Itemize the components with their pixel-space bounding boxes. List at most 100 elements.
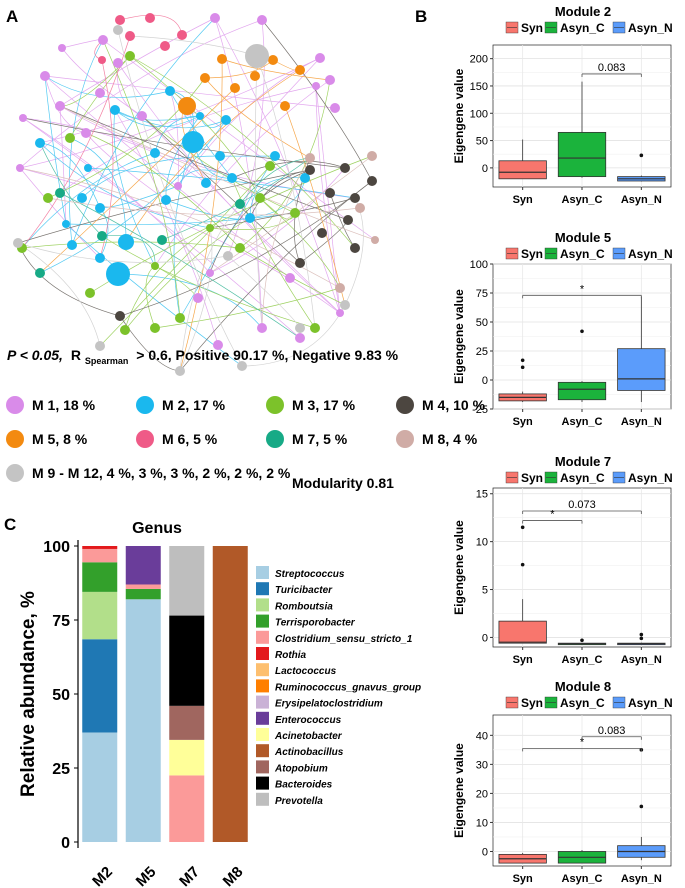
network-edge — [145, 265, 156, 329]
module5-outlier — [580, 329, 584, 334]
network-node — [305, 153, 315, 163]
module7-title: Module 7 — [555, 454, 611, 469]
network-node — [95, 253, 105, 263]
network-edge — [119, 180, 373, 317]
network-node — [55, 101, 65, 111]
network-node — [196, 112, 204, 120]
genus-legend-label: Atopobium — [274, 763, 328, 774]
network-edge — [59, 192, 301, 339]
network-edge — [102, 39, 181, 319]
network-node — [19, 114, 27, 122]
network-edge — [21, 152, 156, 249]
module7-outlier — [639, 632, 644, 637]
genus-y-tick-label: 25 — [52, 761, 70, 778]
network-edge — [179, 155, 276, 319]
network-edge — [255, 55, 263, 329]
network-edge — [44, 75, 336, 109]
network-edge — [59, 105, 356, 199]
network-node — [55, 188, 65, 198]
network-edge — [22, 117, 301, 339]
module8-x-tick-label: Asyn_N — [621, 873, 662, 885]
network-edge — [17, 242, 121, 317]
genus-legend-key — [256, 695, 269, 709]
module-legend-label: M 3, 17 % — [292, 397, 356, 413]
network-node — [235, 243, 245, 253]
network-node — [285, 273, 295, 283]
genus-bar-segment — [125, 599, 161, 842]
network-node — [177, 30, 187, 40]
genus-legend-key — [256, 598, 269, 612]
network-edge — [99, 165, 271, 347]
module7-y-tick-label: 0 — [482, 632, 488, 644]
genus-bar-segment — [82, 639, 118, 733]
genus-legend-label: Turicibacter — [275, 585, 333, 596]
network-edge — [117, 62, 341, 314]
module5-boxplot: Module 5 Syn Asyn_C Asyn_N -25 0 25 50 75 100 Syn A… — [452, 230, 673, 428]
module2-x-tick-label: Asyn_C — [562, 194, 603, 206]
genus-legend-key — [256, 776, 269, 790]
network-node — [221, 115, 231, 125]
network-edge — [19, 167, 341, 314]
module8-y-axis-title: Eigengene value — [452, 743, 466, 838]
genus-legend-key — [256, 760, 269, 774]
network-edge — [59, 105, 376, 241]
module8-x-tick-label: Asyn_C — [562, 873, 603, 885]
module5-y-tick-label: -25 — [472, 404, 488, 416]
module2-y-axis-title: Eigengene value — [452, 68, 466, 163]
network-node — [270, 151, 280, 161]
network-node — [175, 366, 185, 376]
genus-legend-key — [256, 647, 269, 660]
network-node — [58, 44, 66, 52]
network-edge — [68, 39, 104, 246]
network-node — [325, 188, 335, 198]
network-node — [280, 101, 290, 111]
genus-legend-label: Prevotella — [275, 796, 323, 807]
genus-legend-key — [256, 566, 269, 579]
genus-legend-key — [256, 744, 269, 758]
module5-x-tick-label: Asyn_C — [562, 416, 603, 428]
module-legend-label: M 7, 5 % — [292, 431, 348, 447]
genus-legend-key — [256, 582, 269, 596]
network-edge — [241, 304, 346, 367]
network-node — [161, 195, 171, 205]
module2-title: Module 2 — [555, 4, 611, 19]
genus-legend-label: Actinobacillus — [274, 747, 344, 758]
module8-sig-label: * — [580, 736, 585, 748]
network-node — [35, 138, 45, 148]
network-stats-r: R — [71, 347, 81, 363]
network-node — [182, 131, 204, 153]
network-edge — [114, 109, 219, 346]
network-edge — [249, 177, 306, 219]
network-node — [178, 97, 196, 115]
genus-legend-label: Terrisporobacter — [275, 618, 356, 629]
module-legend-dot — [6, 430, 24, 448]
module7-legend-label: Asyn_C — [560, 471, 605, 485]
module5-legend-label: Asyn_C — [560, 247, 605, 261]
network-node — [312, 82, 320, 90]
genus-bar-segment — [212, 546, 248, 842]
network-edge — [261, 157, 311, 329]
module7-x-tick-label: Asyn_C — [562, 654, 603, 666]
module8-sig-label: 0.083 — [598, 725, 626, 737]
network-node — [290, 208, 300, 218]
module7-y-tick-label: 5 — [482, 585, 488, 597]
module5-outlier — [520, 358, 525, 363]
network-edge — [117, 29, 243, 367]
network-node — [245, 44, 269, 68]
module-legend-label: M 4, 10 % — [422, 397, 486, 413]
module8-boxplot: Module 8 Syn Asyn_C Asyn_N 0 10 20 30 40 Syn Asyn_… — [452, 679, 673, 885]
network-node — [106, 262, 130, 286]
network-node — [325, 75, 335, 85]
module7-sig-label: * — [550, 509, 555, 521]
network-edge — [179, 227, 213, 372]
network-node — [145, 13, 155, 23]
module-legend-dot — [266, 430, 284, 448]
module8-legend-label: Asyn_N — [628, 696, 673, 710]
network-node — [157, 235, 167, 245]
network-edge — [47, 197, 361, 216]
network-stats-rest: > 0.6, Positive 90.17 %, Negative 9.83 % — [136, 347, 398, 363]
module5-box — [617, 348, 666, 391]
module8-y-tick-label: 10 — [476, 817, 488, 829]
